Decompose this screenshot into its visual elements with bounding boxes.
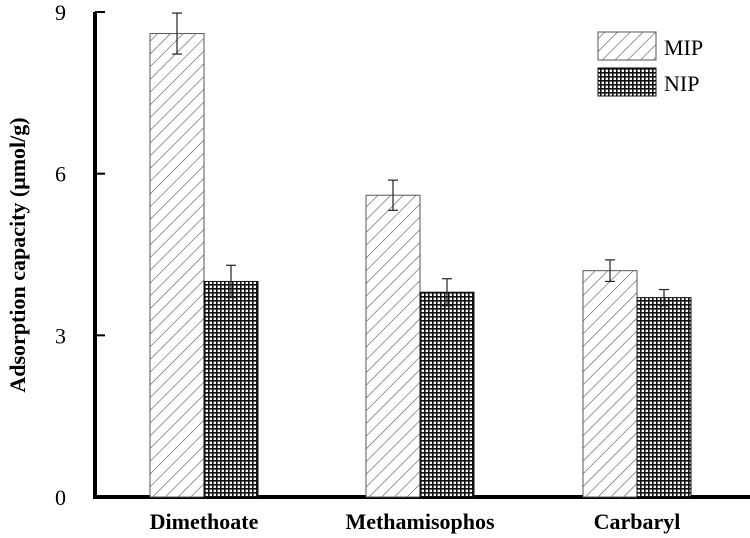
x-tick-labels: Dimethoate Methamisophos Carbaryl: [150, 509, 681, 534]
x-tick-label-dimethoate: Dimethoate: [150, 509, 259, 534]
error-bar-mip-dimethoate: [172, 12, 182, 55]
error-bar-nip-dimethoate: [226, 264, 236, 299]
legend-swatch-mip: [597, 31, 657, 61]
y-tick-label-0: 0: [55, 485, 66, 510]
error-bar-nip-methamisophos: [442, 278, 452, 307]
legend-swatch-nip: [597, 67, 657, 97]
x-tick-label-carbaryl: Carbaryl: [594, 509, 681, 534]
legend: MIP NIP: [597, 31, 703, 97]
y-tick-label-1: 3: [55, 323, 66, 348]
y-axis-title: Adsorption capacity (μmol/g): [5, 117, 30, 392]
error-bar-mip-methamisophos: [388, 179, 398, 211]
legend-label-nip: NIP: [664, 71, 699, 96]
x-tick-label-methamisophos: Methamisophos: [345, 509, 495, 534]
legend-label-mip: MIP: [664, 35, 703, 60]
y-ticks: 0 3 6 9: [55, 0, 105, 510]
bar-nip-methamisophos: [419, 291, 475, 498]
bar-mip-dimethoate: [149, 33, 205, 498]
y-tick-label-2: 6: [55, 162, 66, 187]
y-tick-label-3: 9: [55, 0, 66, 25]
error-bar-nip-carbaryl: [659, 288, 669, 307]
bar-mip-methamisophos: [365, 194, 421, 498]
bar-nip-dimethoate: [203, 280, 259, 498]
error-bar-mip-carbaryl: [605, 259, 615, 283]
bar-nip-carbaryl: [636, 297, 692, 498]
error-bars-group: [172, 12, 669, 307]
bar-mip-carbaryl: [582, 270, 638, 498]
